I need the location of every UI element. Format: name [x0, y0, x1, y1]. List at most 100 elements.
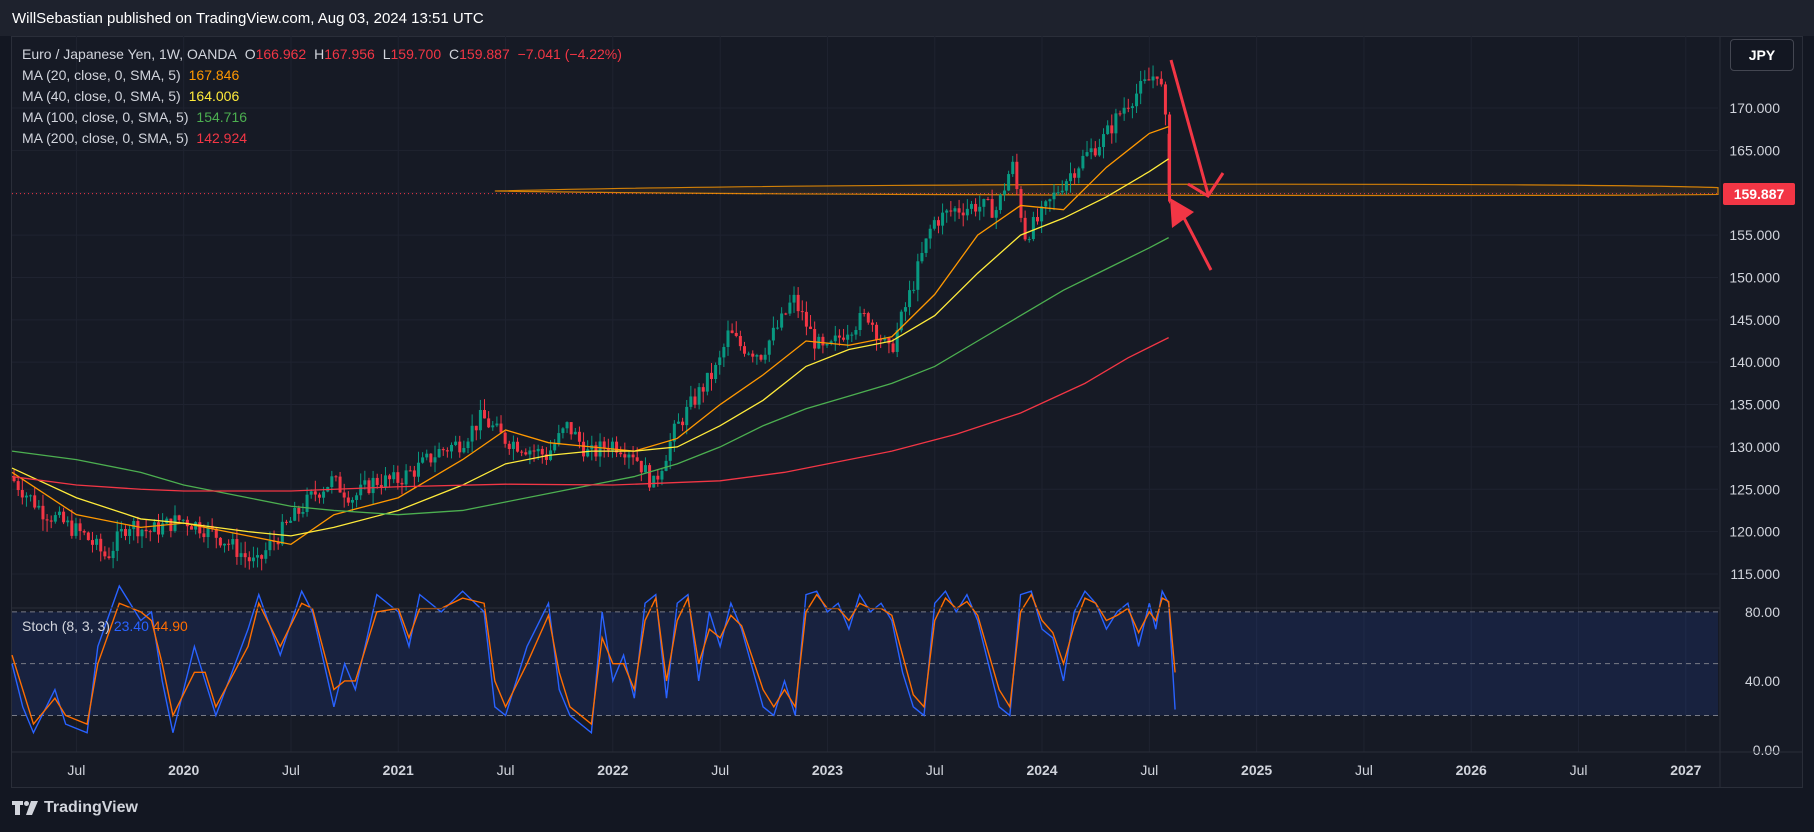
chart-frame[interactable]	[11, 36, 1803, 788]
candle-body	[809, 326, 813, 330]
symbol-name[interactable]: Euro / Japanese Yen, 1W, OANDA	[22, 46, 237, 62]
candle-body	[936, 220, 940, 226]
candle-body	[1106, 125, 1110, 135]
time-axis-label: 2021	[383, 762, 414, 778]
stoch-legend[interactable]: Stoch (8, 3, 3) 23.40 44.90	[22, 618, 188, 634]
chart-canvas[interactable]: 115.000 120.000 125.000 130.000 135.000 140.0…	[0, 0, 1814, 790]
candle-body	[466, 441, 470, 449]
candle-body	[491, 425, 495, 428]
candle-body	[371, 477, 375, 494]
candle-body	[1126, 107, 1130, 109]
time-axis-label: Jul	[282, 762, 300, 778]
symbol-ohlc-row[interactable]: Euro / Japanese Yen, 1W, OANDA O166.962 …	[22, 44, 626, 65]
candle-body	[866, 313, 870, 323]
candle-body	[1064, 181, 1068, 191]
ma40-value: 164.006	[188, 88, 240, 104]
candle-body	[705, 372, 709, 392]
ma200-value: 142.924	[196, 130, 248, 146]
candle-body	[726, 330, 730, 348]
candle-body	[173, 515, 177, 531]
candle-body	[392, 472, 396, 480]
tradingview-brand[interactable]: TradingView	[12, 799, 138, 817]
candle-body	[895, 330, 899, 352]
candle-body	[375, 477, 379, 485]
candle-body	[668, 441, 672, 461]
candle-body	[1069, 173, 1073, 182]
candle-body	[1027, 239, 1031, 241]
candle-body	[858, 312, 862, 330]
candle-body	[837, 335, 841, 338]
ma100-label: MA (100, close, 0, SMA, 5)	[22, 109, 189, 125]
candle-body	[1114, 113, 1118, 134]
candle-body	[796, 294, 800, 312]
ma200-row[interactable]: MA (200, close, 0, SMA, 5) 142.924	[22, 128, 626, 149]
candle-body	[111, 550, 115, 559]
price-axis-label: 115.000	[1730, 566, 1780, 582]
candle-body	[685, 406, 689, 426]
candle-body	[767, 340, 771, 355]
candle-body	[507, 443, 511, 449]
candle-body	[544, 454, 548, 460]
candle-body	[1110, 125, 1114, 134]
candle-body	[850, 334, 854, 336]
candle-body	[53, 515, 57, 522]
currency-button[interactable]: JPY	[1730, 39, 1794, 71]
candle-body	[961, 212, 965, 216]
candle-body	[235, 539, 239, 557]
candle-body	[532, 450, 536, 452]
candle-body	[788, 302, 792, 314]
ma40-row[interactable]: MA (40, close, 0, SMA, 5) 164.006	[22, 86, 626, 107]
candle-body	[338, 476, 342, 493]
price-axis-label: 125.000	[1729, 481, 1780, 497]
candle-body	[24, 495, 28, 498]
candle-body	[181, 519, 185, 521]
candle-body	[396, 472, 400, 483]
candle-body	[95, 538, 99, 545]
candle-body	[800, 311, 804, 313]
candle-body	[870, 322, 874, 325]
candle-body	[412, 470, 416, 477]
time-axis-label: 2022	[597, 762, 628, 778]
candle-body	[928, 228, 932, 239]
candle-body	[379, 484, 383, 488]
candle-body	[660, 470, 664, 480]
candle-body	[676, 421, 680, 424]
price-axis-label: 130.000	[1729, 439, 1780, 455]
candle-body	[730, 330, 734, 333]
candle-body	[78, 523, 82, 532]
candle-body	[524, 452, 528, 455]
ma20-row[interactable]: MA (20, close, 0, SMA, 5) 167.846	[22, 65, 626, 86]
candle-body	[115, 531, 119, 551]
candle-body	[994, 210, 998, 218]
candle-body	[643, 465, 647, 473]
time-axis-label: 2027	[1670, 762, 1701, 778]
brand-name: TradingView	[44, 799, 138, 816]
candle-body	[689, 396, 693, 407]
candle-body	[400, 482, 404, 485]
candle-body	[416, 462, 420, 477]
ma100-row[interactable]: MA (100, close, 0, SMA, 5) 154.716	[22, 107, 626, 128]
candle-body	[540, 448, 544, 455]
candle-body	[751, 353, 755, 357]
candle-body	[1118, 113, 1122, 115]
ma20-label: MA (20, close, 0, SMA, 5)	[22, 67, 181, 83]
candle-body	[780, 313, 784, 328]
support-zone-ellipse	[494, 183, 1719, 197]
candle-body	[771, 327, 775, 341]
candle-body	[569, 422, 573, 435]
candle-body	[462, 448, 466, 453]
price-axis-label: 165.000	[1729, 142, 1780, 158]
time-axis-label: 2026	[1456, 762, 1487, 778]
candle-body	[1023, 217, 1027, 240]
candle-body	[738, 335, 742, 347]
candle-body	[62, 511, 66, 523]
candle-body	[924, 238, 928, 253]
candle-body	[903, 307, 907, 312]
stoch-k-line	[11, 584, 1176, 735]
stoch-axis-label: 80.00	[1745, 604, 1780, 620]
stoch-d-line	[11, 593, 1176, 726]
candle-body	[346, 497, 350, 503]
candle-body	[317, 494, 321, 498]
candle-body	[619, 452, 623, 455]
candle-body	[1147, 79, 1151, 81]
